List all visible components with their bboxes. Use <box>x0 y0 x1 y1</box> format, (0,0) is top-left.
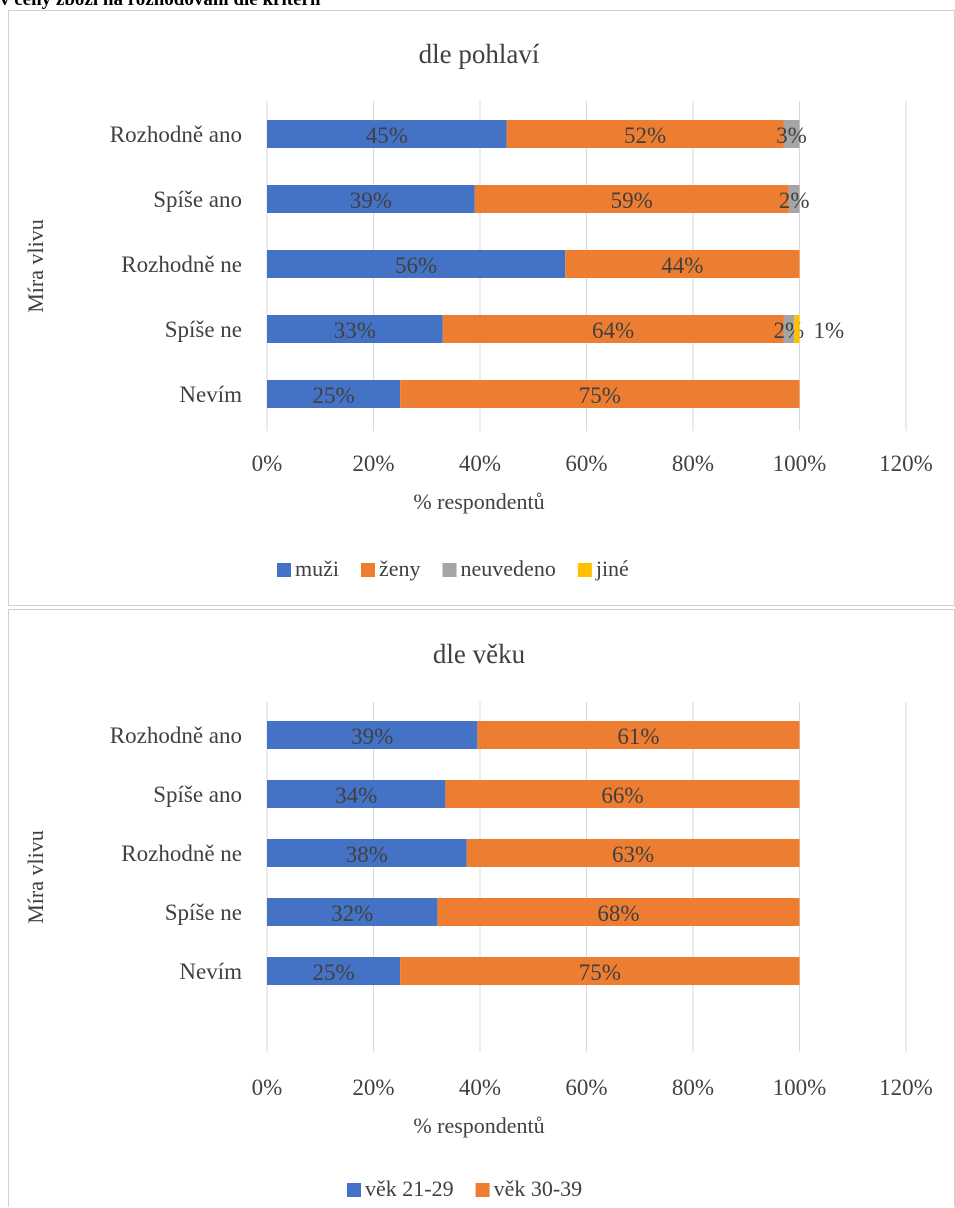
gender-category-label: Spíše ne <box>165 317 242 342</box>
age-x-tick-label: 100% <box>773 1075 827 1100</box>
age-data-label: 66% <box>601 783 643 808</box>
gender-legend-label: jiné <box>595 556 629 581</box>
age-title: dle věku <box>433 639 526 669</box>
chart-gender: dle pohlaví 0% 20% 40% 60% 80% 100% 120% Rozhodn… <box>23 39 933 581</box>
chart-panel-gender: dle pohlaví 0% 20% 40% 60% 80% 100% 120% Rozhodn… <box>8 10 955 606</box>
gender-legend-swatch <box>277 563 291 577</box>
age-category-label: Rozhodně ano <box>110 723 242 748</box>
gender-data-label: 25% <box>312 383 354 408</box>
gender-data-label: 52% <box>624 123 666 148</box>
gender-data-label: 2% <box>774 318 805 343</box>
age-bar-věk-30-39 <box>400 957 800 985</box>
gender-bar-ženy <box>565 250 800 278</box>
age-x-tick-label: 0% <box>252 1075 283 1100</box>
age-bar-věk-21-29 <box>267 780 446 808</box>
gender-bar-ženy <box>400 380 800 408</box>
age-bar-věk-30-39 <box>466 839 800 867</box>
age-data-label: 61% <box>617 724 659 749</box>
age-data-label: 68% <box>597 901 639 926</box>
age-bar-věk-21-29 <box>267 898 438 926</box>
gender-data-label: 44% <box>661 253 703 278</box>
age-data-label: 32% <box>331 901 373 926</box>
age-data-label: 63% <box>612 842 654 867</box>
gender-x-tick-label: 40% <box>459 451 501 476</box>
age-category-label: Rozhodně ne <box>121 841 242 866</box>
gender-y-axis-title: Míra vlivu <box>23 219 48 313</box>
age-bar-věk-30-39 <box>445 780 800 808</box>
gender-bar-ženy <box>474 185 789 213</box>
chart-age: dle věku 0% 20% 40% 60% 80% 100% 120% Rozhodně a… <box>23 639 933 1201</box>
gender-bar-neuvedeno <box>783 315 795 343</box>
age-x-tick-label: 80% <box>672 1075 714 1100</box>
gender-bar-jiné <box>794 315 800 343</box>
gender-x-axis-title: % respondentů <box>413 489 544 514</box>
age-data-label: 25% <box>312 960 354 985</box>
gender-x-tick-label: 100% <box>773 451 827 476</box>
gender-bar-muži <box>267 185 475 213</box>
gender-category-label: Rozhodně ano <box>110 122 242 147</box>
age-legend-swatch <box>347 1183 361 1197</box>
age-category-label: Nevím <box>179 959 242 984</box>
gender-category-label: Nevím <box>179 382 242 407</box>
age-data-label: 34% <box>335 783 377 808</box>
gender-x-tick-label: 120% <box>879 451 933 476</box>
chart-panel-age: dle věku 0% 20% 40% 60% 80% 100% 120% Rozhodně a… <box>8 609 955 1207</box>
gender-title: dle pohlaví <box>419 39 540 69</box>
age-bar-věk-21-29 <box>267 839 467 867</box>
age-bar-věk-21-29 <box>267 721 478 749</box>
page-title: v ceny zboží na rozhodování dle kritérií <box>0 0 321 11</box>
gender-legend-label: neuvedeno <box>461 556 556 581</box>
age-x-tick-label: 20% <box>352 1075 394 1100</box>
age-y-axis-title: Míra vlivu <box>23 830 48 924</box>
age-bar-věk-21-29 <box>267 957 401 985</box>
age-legend-label: věk 30-39 <box>494 1176 583 1201</box>
gender-data-label: 59% <box>611 188 653 213</box>
gender-data-label: 3% <box>776 123 807 148</box>
gender-x-tick-label: 60% <box>565 451 607 476</box>
gender-bar-neuvedeno <box>788 185 800 213</box>
age-x-tick-label: 60% <box>565 1075 607 1100</box>
gender-legend-label: ženy <box>379 556 421 581</box>
gender-legend-swatch <box>577 563 592 577</box>
age-x-axis-title: % respondentů <box>413 1113 544 1138</box>
gender-bar-muži <box>267 315 443 343</box>
gender-data-label: 2% <box>779 188 810 213</box>
gender-bar-neuvedeno <box>783 120 800 148</box>
gender-bar-ženy <box>442 315 784 343</box>
gender-legend-label: muži <box>295 556 339 581</box>
age-data-label: 39% <box>351 724 393 749</box>
gender-legend-swatch <box>361 563 375 577</box>
age-data-label: 38% <box>346 842 388 867</box>
age-bar-věk-30-39 <box>437 898 800 926</box>
age-category-label: Spíše ne <box>165 900 242 925</box>
age-category-label: Spíše ano <box>153 782 242 807</box>
gender-data-label: 64% <box>592 318 634 343</box>
gender-bar-muži <box>267 380 401 408</box>
gender-data-label: 33% <box>334 318 376 343</box>
gender-data-label: 56% <box>395 253 437 278</box>
gender-data-label: 75% <box>579 383 621 408</box>
gender-data-label: 45% <box>366 123 408 148</box>
gender-category-label: Rozhodně ne <box>121 252 242 277</box>
age-bar-věk-30-39 <box>477 721 800 749</box>
gender-legend-swatch <box>442 563 457 577</box>
age-data-label: 75% <box>579 960 621 985</box>
gender-category-label: Spíše ano <box>153 187 242 212</box>
gender-bar-muži <box>267 120 507 148</box>
gender-data-label: 1% <box>814 318 845 343</box>
gender-bar-muži <box>267 250 566 278</box>
age-legend-label: věk 21-29 <box>365 1176 454 1201</box>
gender-bar-ženy <box>506 120 784 148</box>
age-legend-swatch <box>475 1183 490 1197</box>
age-x-tick-label: 120% <box>879 1075 933 1100</box>
gender-data-label: 39% <box>350 188 392 213</box>
gender-x-tick-label: 20% <box>352 451 394 476</box>
gender-x-tick-label: 0% <box>252 451 283 476</box>
gender-x-tick-label: 80% <box>672 451 714 476</box>
age-x-tick-label: 40% <box>459 1075 501 1100</box>
